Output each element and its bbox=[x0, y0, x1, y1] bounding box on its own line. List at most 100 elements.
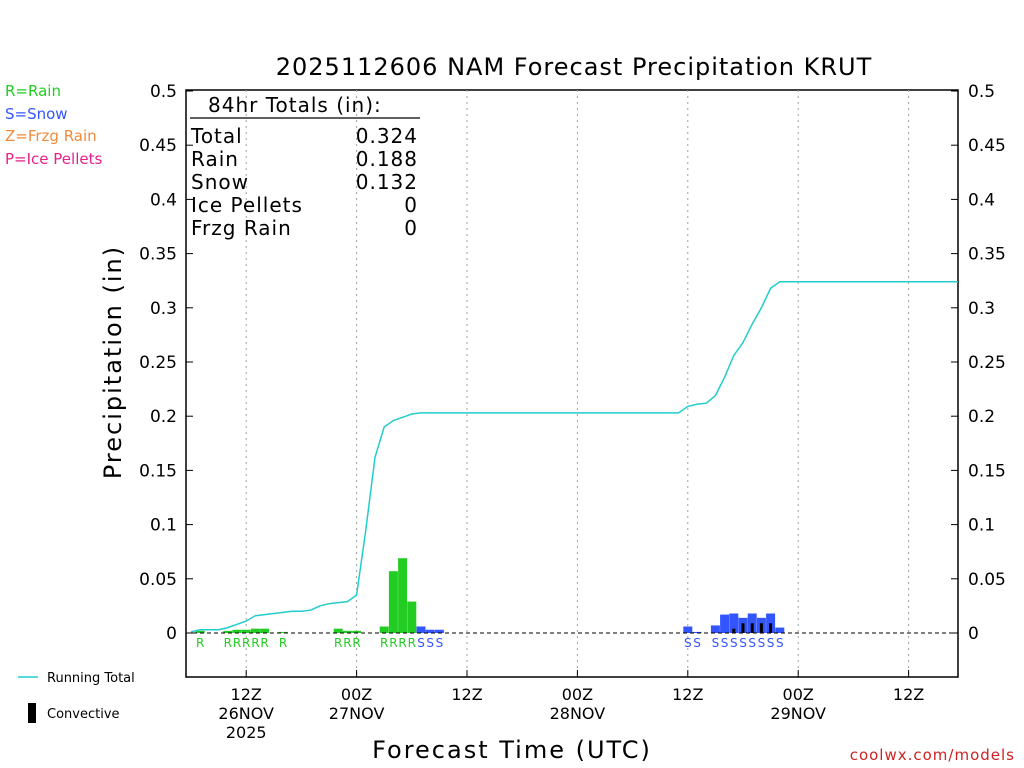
precip-type-label: R bbox=[224, 636, 232, 650]
y-tick-label-left: 0.25 bbox=[139, 353, 177, 373]
y-tick-label-right: 0.1 bbox=[968, 516, 995, 536]
precip-bar bbox=[425, 629, 435, 633]
bottom-legend: Running Total Convective bbox=[18, 671, 135, 723]
precip-bar bbox=[434, 629, 444, 633]
precip-type-label: S bbox=[776, 636, 784, 650]
precip-type-label: S bbox=[712, 636, 720, 650]
precip-type-label: S bbox=[426, 636, 434, 650]
totals-value-snow: 0.132 bbox=[356, 170, 418, 194]
x-tick-date: 27NOV bbox=[329, 704, 385, 723]
convective-bar bbox=[732, 628, 736, 633]
precip-type-label: S bbox=[748, 636, 756, 650]
y-tick-label-left: 0.45 bbox=[139, 136, 177, 156]
y-tick-label-right: 0 bbox=[968, 624, 979, 644]
precip-type-label: R bbox=[242, 636, 250, 650]
y-tick-label-left: 0 bbox=[166, 624, 177, 644]
plot-frame bbox=[185, 89, 959, 678]
totals-label-total: Total bbox=[190, 124, 243, 148]
totals-value-ice-pellets: 0 bbox=[404, 193, 418, 217]
precip-bar bbox=[278, 631, 288, 633]
convective-bar bbox=[759, 623, 763, 633]
x-tick-label: 12Z bbox=[451, 685, 482, 704]
x-tick-label: 00Z bbox=[562, 685, 593, 704]
y-tick-label-left: 0.35 bbox=[139, 245, 177, 265]
precip-bar bbox=[720, 614, 730, 633]
type-legend: R=Rain S=Snow Z=Frzg Rain P=Ice Pellets bbox=[5, 82, 102, 168]
x-tick-year: 2025 bbox=[226, 723, 267, 742]
x-axis-label: Forecast Time (UTC) bbox=[372, 736, 652, 764]
y-tick-label-left: 0.05 bbox=[139, 570, 177, 590]
totals-value-frzg-rain: 0 bbox=[404, 216, 418, 240]
precip-bar bbox=[379, 626, 389, 633]
x-tick-label: 12Z bbox=[893, 685, 924, 704]
convective-bar bbox=[741, 623, 745, 633]
totals-box: 84hr Totals (in): Total 0.324 Rain 0.188… bbox=[190, 93, 420, 240]
legend-frzg-rain: Z=Frzg Rain bbox=[5, 127, 97, 145]
y-tick-label-left: 0.3 bbox=[150, 299, 177, 319]
convective-legend-label: Convective bbox=[47, 707, 120, 722]
legend-rain: R=Rain bbox=[5, 82, 61, 100]
precip-type-label: S bbox=[721, 636, 729, 650]
precip-type-label: R bbox=[260, 636, 268, 650]
precip-type-label: R bbox=[380, 636, 388, 650]
y-tick-label-left: 0.4 bbox=[150, 190, 177, 210]
x-tick-date: 29NOV bbox=[770, 704, 826, 723]
totals-header: 84hr Totals (in): bbox=[208, 93, 382, 117]
precip-bars bbox=[195, 558, 785, 633]
precip-bar bbox=[398, 558, 408, 633]
precip-bar bbox=[692, 631, 702, 633]
y-tick-label-left: 0.5 bbox=[150, 82, 177, 102]
precip-type-label: S bbox=[417, 636, 425, 650]
y-axis-label: Precipitation (in) bbox=[99, 245, 127, 479]
gridlines bbox=[245, 90, 910, 677]
precip-type-label: S bbox=[684, 636, 692, 650]
convective-legend-swatch bbox=[28, 703, 36, 723]
y-tick-label-right: 0.35 bbox=[968, 245, 1006, 265]
precip-type-label: R bbox=[408, 636, 416, 650]
x-tick-label: 00Z bbox=[341, 685, 372, 704]
totals-label-frzg-rain: Frzg Rain bbox=[191, 216, 292, 240]
precip-bar bbox=[241, 629, 251, 633]
precip-type-label: R bbox=[196, 636, 204, 650]
precip-bar bbox=[260, 628, 270, 633]
y-tick-label-right: 0.4 bbox=[968, 190, 995, 210]
precip-type-label: S bbox=[739, 636, 747, 650]
precip-type-label: R bbox=[389, 636, 397, 650]
totals-value-rain: 0.188 bbox=[356, 147, 418, 171]
precip-bar bbox=[232, 629, 242, 633]
x-tick-label: 12Z bbox=[672, 685, 703, 704]
legend-snow: S=Snow bbox=[5, 105, 68, 123]
precip-type-label: R bbox=[352, 636, 360, 650]
precip-type-label: R bbox=[233, 636, 241, 650]
chart-title: 2025112606 NAM Forecast Precipitation KR… bbox=[276, 53, 873, 81]
precip-bar bbox=[407, 601, 417, 633]
x-tick-label: 00Z bbox=[783, 685, 814, 704]
x-tick-date: 26NOV bbox=[218, 704, 274, 723]
y-tick-label-right: 0.05 bbox=[968, 570, 1006, 590]
precip-type-label: S bbox=[436, 636, 444, 650]
totals-label-snow: Snow bbox=[191, 170, 249, 194]
precip-bar bbox=[333, 628, 343, 633]
precip-type-label: R bbox=[279, 636, 287, 650]
precip-bar bbox=[223, 630, 233, 633]
y-axis-ticks: 0 00.05 0.050.1 0.10.15 0.150.2 0.20.25 0.250.… bbox=[139, 82, 1006, 644]
y-tick-label-left: 0.15 bbox=[139, 461, 177, 481]
running-total-legend-label: Running Total bbox=[47, 671, 135, 686]
y-tick-label-right: 0.5 bbox=[968, 82, 995, 102]
y-tick-label-right: 0.15 bbox=[968, 461, 1006, 481]
y-tick-label-right: 0.2 bbox=[968, 407, 995, 427]
precip-bar bbox=[250, 628, 260, 633]
precip-type-label: R bbox=[334, 636, 342, 650]
y-tick-label-right: 0.25 bbox=[968, 353, 1006, 373]
precip-bar bbox=[416, 626, 426, 633]
precip-bar bbox=[352, 630, 362, 633]
legend-ice-pellets: P=Ice Pellets bbox=[5, 150, 102, 168]
precip-bar bbox=[775, 627, 785, 633]
convective-bar bbox=[750, 623, 754, 633]
x-tick-label: 12Z bbox=[231, 685, 262, 704]
running-total-line bbox=[190, 281, 958, 633]
precip-type-label: R bbox=[343, 636, 351, 650]
